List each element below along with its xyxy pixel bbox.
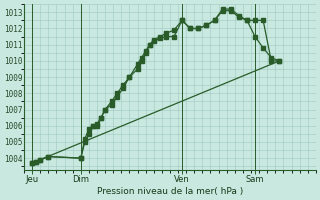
X-axis label: Pression niveau de la mer( hPa ): Pression niveau de la mer( hPa ) bbox=[97, 187, 243, 196]
